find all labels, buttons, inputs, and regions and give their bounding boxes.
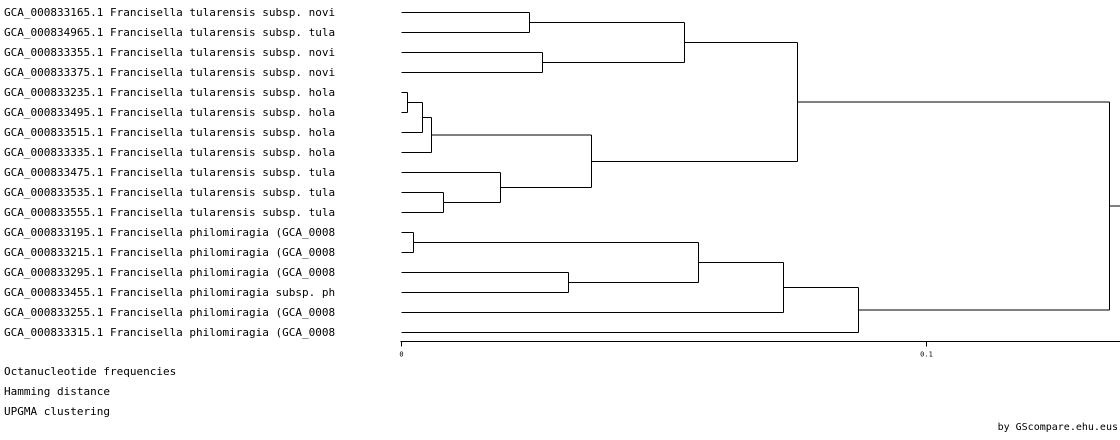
leaf-label: GCA_000833195.1 Francisella philomiragia… <box>4 226 335 239</box>
leaf-label: GCA_000833355.1 Francisella tularensis s… <box>4 46 335 59</box>
clustering-label: UPGMA clustering <box>4 405 110 418</box>
leaf-label: GCA_000833455.1 Francisella philomiragia… <box>4 286 335 299</box>
leaf-label: GCA_000833555.1 Francisella tularensis s… <box>4 206 335 219</box>
leaf-label: GCA_000833535.1 Francisella tularensis s… <box>4 186 335 199</box>
leaf-label: GCA_000833255.1 Francisella philomiragia… <box>4 306 335 319</box>
distance-axis: 0 0.1 <box>399 342 1120 359</box>
method-description: Octanucleotide frequencies Hamming dista… <box>4 365 176 418</box>
dendrogram-branches <box>402 13 1120 333</box>
credit-text: by GScompare.ehu.eus <box>998 422 1118 433</box>
leaf-label: GCA_000833495.1 Francisella tularensis s… <box>4 106 335 119</box>
leaf-label: GCA_000833295.1 Francisella philomiragia… <box>4 266 335 279</box>
leaf-label: GCA_000833215.1 Francisella philomiragia… <box>4 246 335 259</box>
leaf-label: GCA_000833475.1 Francisella tularensis s… <box>4 166 335 179</box>
leaf-label: GCA_000833165.1 Francisella tularensis s… <box>4 6 335 19</box>
leaf-label: GCA_000833335.1 Francisella tularensis s… <box>4 146 335 159</box>
leaf-label: GCA_000834965.1 Francisella tularensis s… <box>4 26 335 39</box>
leaf-label: GCA_000833375.1 Francisella tularensis s… <box>4 66 335 79</box>
leaf-label: GCA_000833515.1 Francisella tularensis s… <box>4 126 335 139</box>
axis-tick-label: 0 <box>399 351 403 359</box>
distance-label: Hamming distance <box>4 385 110 398</box>
leaf-label: GCA_000833235.1 Francisella tularensis s… <box>4 86 335 99</box>
leaf-label: GCA_000833315.1 Francisella philomiragia… <box>4 326 335 339</box>
leaf-labels: GCA_000833165.1 Francisella tularensis s… <box>4 6 335 339</box>
features-label: Octanucleotide frequencies <box>4 365 176 378</box>
axis-tick-label: 0.1 <box>920 351 933 359</box>
